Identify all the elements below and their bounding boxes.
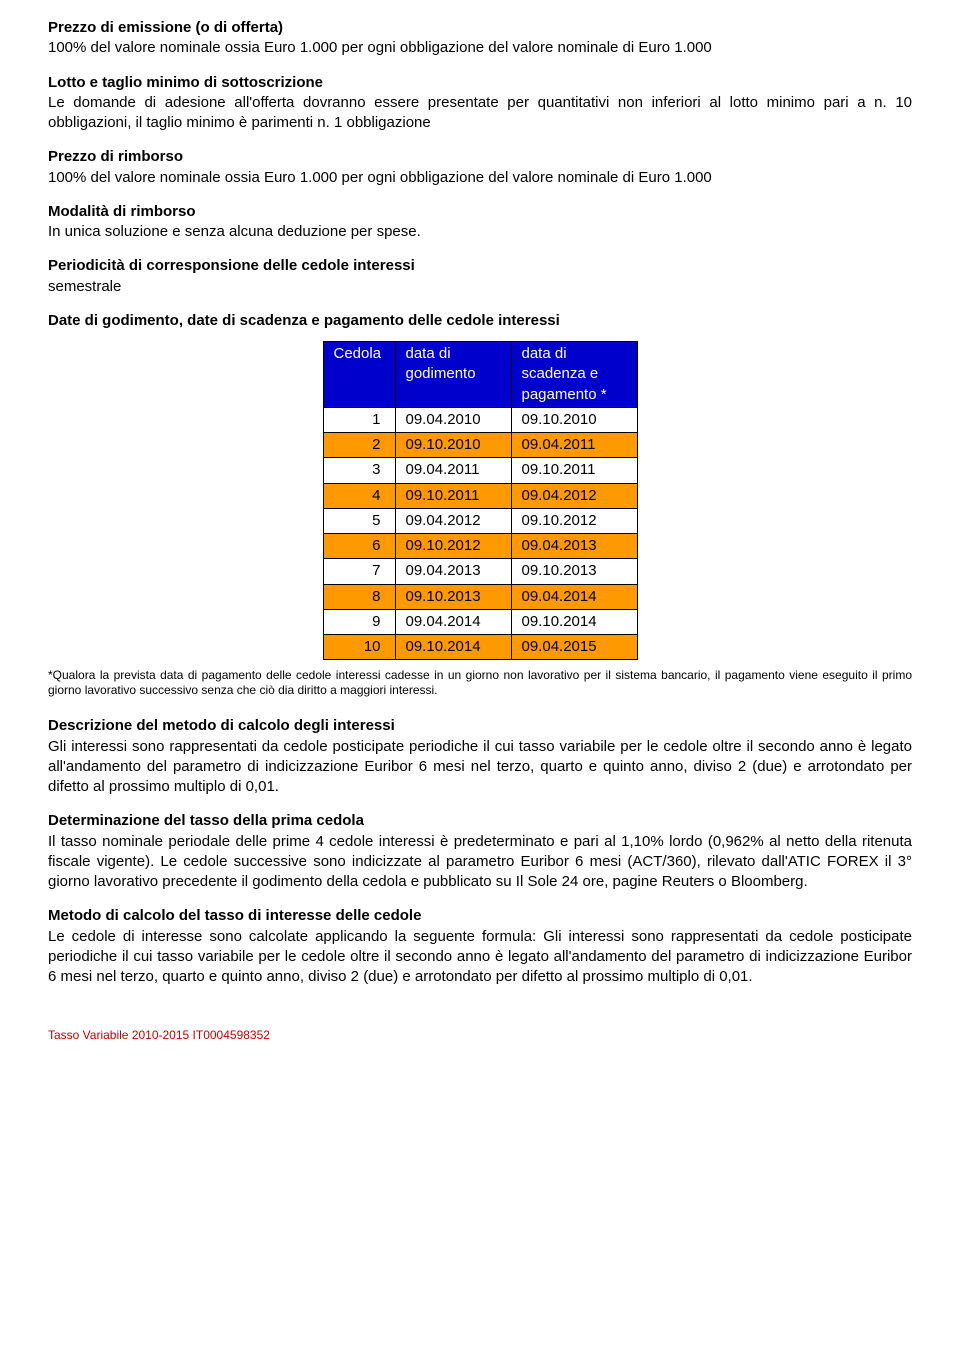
table-row: 809.10.201309.04.2014: [323, 584, 637, 609]
cell-scadenza: 09.10.2014: [511, 609, 637, 634]
cell-godimento: 09.04.2011: [395, 458, 511, 483]
th-scadenza: data di scadenza e pagamento *: [511, 342, 637, 408]
cell-scadenza: 09.10.2012: [511, 508, 637, 533]
section-prezzo-emissione: Prezzo di emissione (o di offerta) 100% …: [48, 18, 912, 59]
cell-cedola-num: 1: [323, 407, 395, 432]
cell-scadenza: 09.04.2012: [511, 483, 637, 508]
body-lotto: Le domande di adesione all'offerta dovra…: [48, 93, 912, 134]
table-row: 209.10.201009.04.2011: [323, 433, 637, 458]
cedola-table: Cedola data di godimento data di scadenz…: [323, 341, 638, 660]
body-periodicita: semestrale: [48, 277, 912, 297]
cell-godimento: 09.10.2011: [395, 483, 511, 508]
table-row: 609.10.201209.04.2013: [323, 534, 637, 559]
body-prezzo-emissione: 100% del valore nominale ossia Euro 1.00…: [48, 38, 912, 58]
table-row: 509.04.201209.10.2012: [323, 508, 637, 533]
cell-cedola-num: 8: [323, 584, 395, 609]
cell-scadenza: 09.04.2014: [511, 584, 637, 609]
section-periodicita: Periodicità di corresponsione delle cedo…: [48, 256, 912, 297]
cell-godimento: 09.10.2010: [395, 433, 511, 458]
heading-date: Date di godimento, date di scadenza e pa…: [48, 311, 912, 331]
cell-godimento: 09.10.2012: [395, 534, 511, 559]
table-footnote: *Qualora la prevista data di pagamento d…: [48, 668, 912, 698]
heading-metodo: Metodo di calcolo del tasso di interesse…: [48, 907, 421, 924]
cell-cedola-num: 9: [323, 609, 395, 634]
cell-cedola-num: 3: [323, 458, 395, 483]
cell-scadenza: 09.04.2015: [511, 635, 637, 660]
body-determinazione: Il tasso nominale periodale delle prime …: [48, 832, 912, 893]
cell-cedola-num: 7: [323, 559, 395, 584]
cell-godimento: 09.04.2014: [395, 609, 511, 634]
table-row: 409.10.201109.04.2012: [323, 483, 637, 508]
body-modalita: In unica soluzione e senza alcuna deduzi…: [48, 222, 912, 242]
table-header-row: Cedola data di godimento data di scadenz…: [323, 342, 637, 408]
section-lotto: Lotto e taglio minimo di sottoscrizione …: [48, 73, 912, 134]
heading-determinazione: Determinazione del tasso della prima ced…: [48, 812, 364, 829]
cell-cedola-num: 5: [323, 508, 395, 533]
table-row: 709.04.201309.10.2013: [323, 559, 637, 584]
th-godimento: data di godimento: [395, 342, 511, 408]
body-metodo: Le cedole di interesse sono calcolate ap…: [48, 927, 912, 988]
cell-godimento: 09.04.2010: [395, 407, 511, 432]
cell-godimento: 09.04.2012: [395, 508, 511, 533]
table-row: 109.04.201009.10.2010: [323, 407, 637, 432]
cell-cedola-num: 4: [323, 483, 395, 508]
table-row: 1009.10.201409.04.2015: [323, 635, 637, 660]
cell-godimento: 09.10.2013: [395, 584, 511, 609]
cell-scadenza: 09.10.2010: [511, 407, 637, 432]
footer-code: Tasso Variabile 2010-2015 IT0004598352: [48, 1027, 912, 1043]
section-metodo: Metodo di calcolo del tasso di interesse…: [48, 906, 912, 987]
cell-scadenza: 09.04.2013: [511, 534, 637, 559]
body-descrizione: Gli interessi sono rappresentati da cedo…: [48, 737, 912, 798]
section-determinazione: Determinazione del tasso della prima ced…: [48, 811, 912, 892]
section-prezzo-rimborso: Prezzo di rimborso 100% del valore nomin…: [48, 147, 912, 188]
section-modalita: Modalità di rimborso In unica soluzione …: [48, 202, 912, 243]
th-cedola: Cedola: [323, 342, 395, 408]
body-prezzo-rimborso: 100% del valore nominale ossia Euro 1.00…: [48, 168, 912, 188]
section-descrizione: Descrizione del metodo di calcolo degli …: [48, 716, 912, 797]
heading-descrizione: Descrizione del metodo di calcolo degli …: [48, 717, 395, 734]
heading-prezzo-emissione: Prezzo di emissione (o di offerta): [48, 18, 912, 38]
cell-scadenza: 09.04.2011: [511, 433, 637, 458]
heading-lotto: Lotto e taglio minimo di sottoscrizione: [48, 73, 912, 93]
cell-cedola-num: 2: [323, 433, 395, 458]
heading-periodicita: Periodicità di corresponsione delle cedo…: [48, 256, 912, 276]
table-row: 309.04.201109.10.2011: [323, 458, 637, 483]
heading-prezzo-rimborso: Prezzo di rimborso: [48, 147, 912, 167]
cell-godimento: 09.10.2014: [395, 635, 511, 660]
cell-scadenza: 09.10.2011: [511, 458, 637, 483]
table-row: 909.04.201409.10.2014: [323, 609, 637, 634]
cedola-table-wrap: Cedola data di godimento data di scadenz…: [48, 341, 912, 660]
cell-cedola-num: 6: [323, 534, 395, 559]
cell-godimento: 09.04.2013: [395, 559, 511, 584]
cell-cedola-num: 10: [323, 635, 395, 660]
heading-modalita: Modalità di rimborso: [48, 202, 912, 222]
cell-scadenza: 09.10.2013: [511, 559, 637, 584]
